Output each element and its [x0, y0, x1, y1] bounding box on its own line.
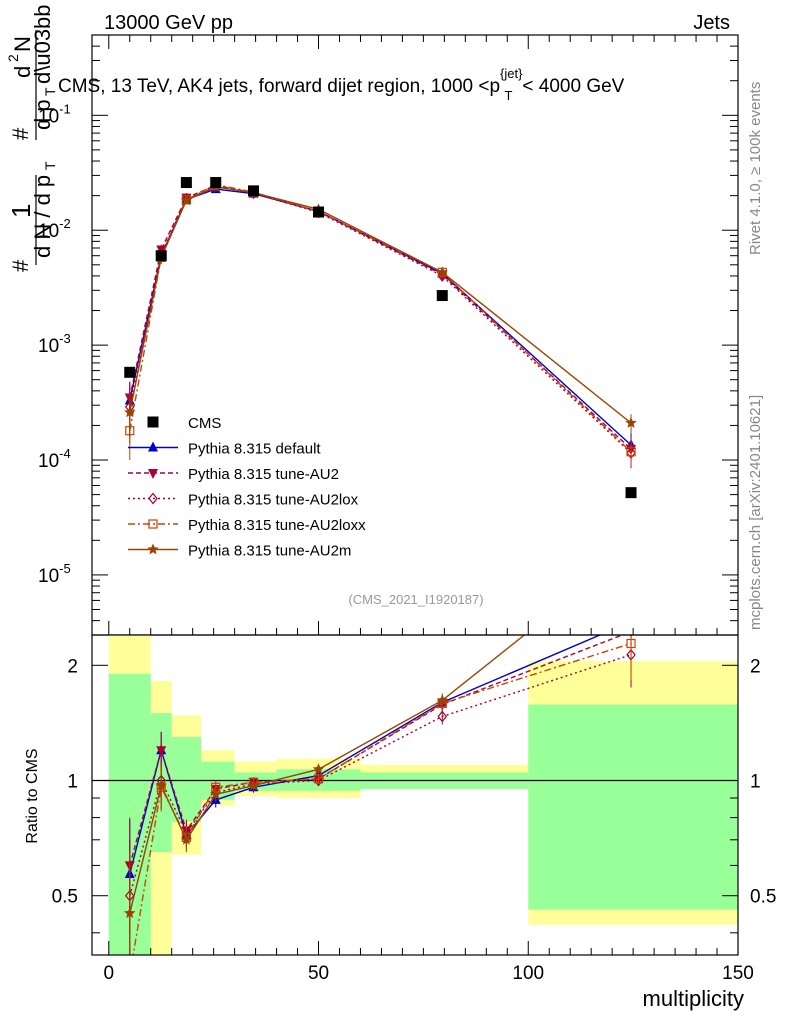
ratio-y-tick-label: 0.5: [750, 887, 776, 908]
legend-label: Pythia 8.315 default: [188, 441, 321, 458]
cms-data-point: [124, 366, 136, 378]
cms-data-point: [625, 487, 637, 499]
cms-data-point: [248, 185, 259, 197]
rivet-label: Rivet 4.1.0, ≥ 100k events: [747, 82, 764, 255]
svg-text:#: #: [8, 259, 33, 272]
legend-label: Pythia 8.315 tune-AU2: [188, 466, 339, 483]
svg-text:2: 2: [5, 54, 21, 62]
svg-text:d p: d p: [30, 99, 55, 130]
ratio-ylabel: Ratio to CMS: [24, 748, 41, 843]
ratio-point: [312, 763, 325, 775]
header-right: Jets: [693, 12, 730, 34]
ratio-point: [180, 833, 193, 845]
cms-data-point: [436, 290, 448, 302]
main-y-tick-label: 10-1: [38, 101, 71, 127]
x-tick-label: 50: [308, 963, 329, 984]
svg-text:N: N: [10, 36, 35, 52]
ratio-point: [625, 544, 636, 555]
series-point: [625, 417, 637, 428]
cms-data-point: [180, 177, 192, 189]
main-panel: 10-5 10-4 10-3 10-2 10-1: [38, 34, 739, 636]
ratio-y-tick-label: 2: [750, 656, 761, 677]
ratio-series-line: [129, 635, 602, 875]
series-line: [129, 184, 632, 450]
ratio-series-line: [129, 635, 526, 914]
series-line: [129, 186, 632, 424]
uncertainty-band-stat: [528, 704, 738, 910]
ratio-series-line: [129, 635, 625, 866]
cms-data-point: [210, 177, 222, 189]
ratio-y-tick-label: 2: [67, 656, 78, 677]
ratio-point: [626, 616, 636, 626]
legend: CMS Pythia 8.315 default Pythia 8.315 tune…: [128, 415, 366, 560]
reference-label: (CMS_2021_I1920187): [348, 592, 483, 607]
ratio-point: [437, 710, 448, 723]
legend-marker: [147, 416, 159, 428]
ratio-y-tick-label: 0.5: [52, 887, 78, 908]
main-y-tick-label: 10-4: [38, 446, 71, 472]
legend-marker: [148, 519, 158, 529]
svg-text:T: T: [42, 161, 58, 170]
series-point: [180, 194, 193, 206]
legend-marker: [148, 441, 158, 452]
legend-label: CMS: [188, 415, 221, 432]
legend-label: Pythia 8.315 tune-AU2m: [188, 543, 351, 560]
legend-marker: [147, 543, 159, 555]
ratio-y-tick-label: 1: [750, 772, 761, 793]
x-tick-label: 100: [512, 963, 544, 984]
svg-text:T: T: [42, 87, 58, 96]
series-point: [436, 266, 448, 278]
ratio-series-line: [129, 654, 632, 896]
x-tick-label: 0: [103, 963, 114, 984]
series-line: [129, 185, 632, 454]
legend-marker: [148, 469, 158, 479]
ratio-point: [436, 694, 448, 706]
x-tick-label: 150: [722, 963, 754, 984]
main-y-tick-label: 10-2: [38, 216, 71, 242]
x-axis-label: multiplicity: [643, 986, 744, 1011]
ratio-point: [313, 774, 324, 784]
main-y-tick-label: 10-3: [38, 331, 71, 357]
ratio-y-tick-label: 1: [67, 772, 78, 793]
cms-data-point: [155, 250, 167, 262]
legend-marker: [148, 492, 158, 505]
ratio-point: [210, 788, 222, 800]
svg-text:d N / d p: d N / d p: [30, 175, 55, 258]
ratio-point: [124, 907, 136, 919]
ratio-point: [126, 971, 134, 979]
svg-text:1: 1: [6, 204, 36, 218]
series-point: [124, 406, 136, 418]
header-left: 13000 GeV pp: [104, 12, 233, 34]
svg-text:#: #: [8, 127, 33, 140]
svg-text:d: d: [10, 66, 35, 78]
main-y-tick-label: 10-5: [38, 561, 71, 587]
ratio-frame: [91, 634, 739, 956]
main-ylabel: # 1 d N / d p T # d 2 N d p T d\u03bb: [5, 4, 58, 272]
uncertainty-band-stat: [171, 736, 202, 822]
legend-label: Pythia 8.315 tune-AU2lox: [188, 492, 359, 509]
cms-data-point: [313, 206, 325, 218]
legend-label: Pythia 8.315 tune-AU2loxx: [188, 517, 366, 534]
ratio-panel: 0.5 0.5 1 1 2 2 0 50 100 150: [52, 544, 776, 984]
series-line: [129, 183, 632, 453]
ratio-point: [626, 638, 636, 649]
svg-text:d\u03bb: d\u03bb: [30, 4, 55, 84]
main-title: CMS, 13 TeV, AK4 jets, forward dijet reg…: [58, 66, 625, 103]
series-line: [129, 188, 632, 446]
ratio-point: [155, 779, 167, 791]
ratio-point: [156, 746, 167, 757]
series-point: [626, 447, 636, 457]
mcplots-label: mcplots.cern.ch [arXiv:2401.10621]: [747, 395, 764, 630]
ratio-point: [247, 779, 260, 791]
ratio-series-group: [124, 544, 636, 979]
